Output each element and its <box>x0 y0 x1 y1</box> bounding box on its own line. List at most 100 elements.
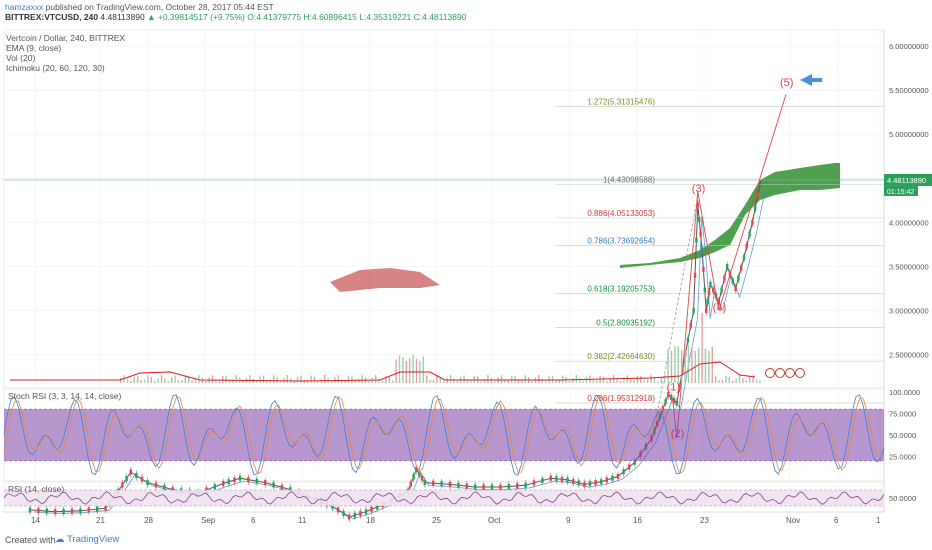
x-tick-label: 9 <box>566 516 571 525</box>
volume-bar <box>120 378 122 383</box>
x-tick-label: 18 <box>366 516 375 525</box>
volume-bar <box>745 380 747 383</box>
candle-body <box>717 299 720 305</box>
volume-bar <box>742 378 744 383</box>
candle-body <box>507 483 510 489</box>
volume-bar <box>147 375 149 383</box>
volume-bar <box>630 379 632 383</box>
volume-bar <box>273 375 275 383</box>
x-tick-label: 11 <box>298 516 307 525</box>
high-value: H:4.60896415 <box>303 12 357 22</box>
x-tick-label: 23 <box>700 516 709 525</box>
volume-bar <box>749 376 751 383</box>
ema-label[interactable]: EMA (9, close) <box>6 43 62 53</box>
fib-trend-line <box>651 195 699 443</box>
volume-bar <box>487 375 489 383</box>
y-tick-label: 2.50000000 <box>889 351 929 360</box>
volume-bar <box>133 376 135 383</box>
candle-body <box>227 479 230 485</box>
symbol-label: BITTREX:VTCUSD, 240 <box>5 12 99 22</box>
volume-bar <box>222 375 224 383</box>
volume-bar <box>681 350 683 383</box>
rsi-label[interactable]: RSI (14, close) <box>8 484 65 494</box>
candle-body <box>748 231 751 237</box>
volume-bar <box>572 378 574 383</box>
volume-bar <box>449 375 452 383</box>
volume-bar <box>446 378 448 383</box>
volume-bar <box>609 378 611 383</box>
vol-label[interactable]: Vol (20) <box>6 53 36 63</box>
stoch-tick-label: 100.0000 <box>889 388 920 397</box>
y-tick-label: 4.00000000 <box>889 218 929 227</box>
volume-bar <box>494 380 496 383</box>
candle-body <box>140 476 144 482</box>
volume-bar <box>735 378 737 383</box>
volume-bar <box>657 380 659 383</box>
stoch-tick-label: 50.0000 <box>889 431 916 440</box>
candle-body <box>96 506 99 512</box>
candle-body <box>664 399 667 405</box>
volume-bar <box>643 380 645 383</box>
volume-bar <box>517 380 520 383</box>
volume-bar <box>660 377 662 383</box>
x-tick-label: 16 <box>633 516 642 525</box>
candle-body <box>541 478 544 484</box>
chart-header: hamzaxxx published on TradingView.com, O… <box>0 0 932 22</box>
volume-bar <box>616 378 618 383</box>
volume-bar <box>347 375 350 383</box>
candle-body <box>734 286 737 292</box>
volume-bar <box>507 380 509 383</box>
volume-bar <box>759 380 761 383</box>
volume-bar <box>225 376 227 383</box>
volume-bar <box>521 379 523 383</box>
candle-body <box>87 507 90 513</box>
volume-bar <box>286 375 288 383</box>
low-value: L:4.35319221 <box>359 12 412 22</box>
stoch-rsi-label[interactable]: Stoch RSI (3, 3, 14, 14, close) <box>8 391 122 401</box>
fib-level-label: 0.5(2.80935192) <box>596 318 655 327</box>
fib-level-label: 0.786(3.73692654) <box>587 237 655 246</box>
candle-body <box>699 231 702 237</box>
volume-bar <box>167 380 169 383</box>
volume-bar <box>310 375 312 383</box>
volume-bar <box>266 380 268 383</box>
candle-body <box>605 477 608 483</box>
volume-bar <box>541 378 543 383</box>
candle-body <box>566 477 569 483</box>
y-tick-label: 3.50000000 <box>889 263 929 272</box>
tradingview-logo[interactable]: ☁ TradingView <box>55 534 119 545</box>
volume-bar <box>443 380 445 383</box>
volume-bar <box>426 375 428 383</box>
price-change: +0.39814517 (+9.75%) <box>157 12 245 22</box>
candle-body <box>577 480 580 486</box>
volume-bar <box>313 376 316 383</box>
volume-bar <box>432 379 435 383</box>
candle-body <box>731 278 734 284</box>
volume-bar <box>368 380 370 383</box>
volume-bar <box>344 380 346 383</box>
candle-body <box>135 473 138 479</box>
volume-bar <box>684 349 686 383</box>
x-tick-label: Sep <box>201 516 216 525</box>
elliott-wave-label: (3) <box>692 183 705 195</box>
candle-body <box>695 237 698 243</box>
candle-body <box>420 475 424 481</box>
author-link[interactable]: hamzaxxx <box>5 2 44 12</box>
volume-bar <box>177 379 180 383</box>
x-tick-label: 25 <box>432 516 441 525</box>
volume-bar <box>303 379 305 383</box>
volume-bar <box>551 375 554 383</box>
volume-bar <box>466 379 469 383</box>
ichimoku-label[interactable]: Ichimoku (20, 60, 120, 30) <box>6 63 105 73</box>
candle-body <box>672 397 676 403</box>
volume-bar <box>708 350 710 383</box>
y-tick-label: 3.00000000 <box>889 307 929 316</box>
volume-bar <box>402 357 404 383</box>
volume-bar <box>667 349 669 383</box>
candle-body <box>482 484 485 490</box>
volume-bar <box>711 346 713 383</box>
volume-bar <box>732 380 734 383</box>
volume-bar <box>453 378 455 383</box>
candle-body <box>171 487 174 493</box>
